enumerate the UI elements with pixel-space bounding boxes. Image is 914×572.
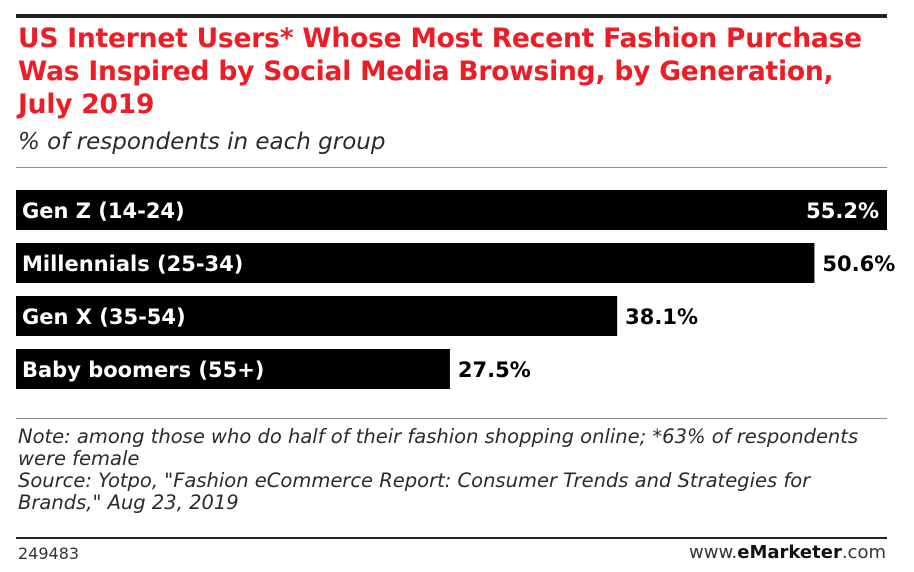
site-brand-rest: Marketer	[749, 542, 842, 563]
value-label-1: 50.6%	[822, 252, 895, 276]
chart-subtitle: % of respondents in each group	[18, 129, 386, 155]
category-label-1: Millennials (25-34)	[22, 252, 243, 276]
value-label-3: 27.5%	[458, 358, 531, 382]
top-rule	[16, 14, 887, 18]
value-label-0: 55.2%	[806, 199, 879, 223]
chart-id: 249483	[18, 544, 80, 563]
value-label-2: 38.1%	[625, 305, 698, 329]
bar-1	[16, 243, 815, 283]
chart-title: US Internet Users* Whose Most Recent Fas…	[18, 23, 862, 120]
footer-rule	[16, 537, 887, 539]
site-logo[interactable]: www.eMarketer.com	[689, 542, 886, 563]
category-label-2: Gen X (35-54)	[22, 305, 186, 329]
note-text: Note: among those who do half of their f…	[18, 425, 859, 470]
site-suffix: .com	[841, 542, 886, 563]
bar-3	[16, 349, 450, 389]
site-brand-e: e	[737, 542, 750, 563]
category-label-0: Gen Z (14-24)	[22, 199, 185, 223]
chart-notes: Note: among those who do half of their f…	[18, 426, 888, 514]
divider-bottom	[16, 418, 887, 419]
source-text: Source: Yotpo, "Fashion eCommerce Report…	[18, 469, 811, 514]
bar-2	[16, 296, 618, 336]
site-prefix: www.	[689, 542, 738, 563]
divider-top	[16, 167, 887, 168]
category-label-3: Baby boomers (55+)	[22, 358, 264, 382]
bar-0	[16, 190, 887, 230]
